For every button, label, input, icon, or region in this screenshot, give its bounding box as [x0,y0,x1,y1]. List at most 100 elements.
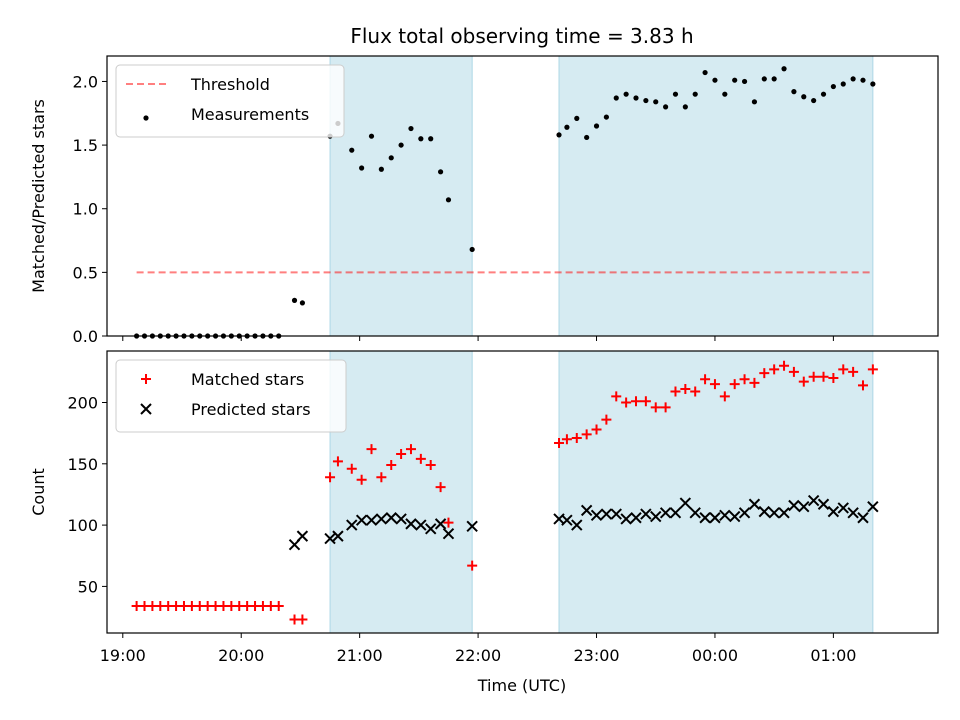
matched-star-point [435,482,446,493]
matched-star-point [376,472,387,483]
predicted-star-point [415,519,427,531]
matched-star-point [273,601,284,612]
predicted-star-point [867,501,879,513]
matched-star-point [650,402,661,413]
predicted-star-point [442,527,455,540]
x-tick-label: 22:00 [455,646,501,665]
measurement-point [378,166,384,172]
measurement-point [291,297,298,303]
y-tick-label: 2.0 [73,72,98,91]
measurement-point [613,95,619,101]
measurement-point [870,81,876,87]
predicted-star-point [600,508,613,520]
matched-star-point [779,360,790,371]
measurement-point [584,134,590,141]
matched-star-point [591,424,602,435]
measurement-point [830,83,836,90]
y-axis-title: Count [29,468,48,516]
predicted-star-point [857,512,869,524]
matched-star-point [828,372,839,383]
measurement-point [469,246,475,253]
predicted-star-point [768,507,780,519]
y-tick-label: 50 [78,577,98,596]
matched-star-point [581,429,592,440]
predicted-star-point [375,513,388,525]
legend-matched-swatch [141,374,151,384]
predicted-star-point [837,502,849,514]
measurement-point [751,99,758,105]
matched-star-point [739,374,750,385]
predicted-star-point [365,514,378,526]
figure-title: Flux total observing time = 3.83 h [350,24,693,48]
predicted-star-point [728,510,741,523]
matched-star-point [729,379,740,390]
y-tick-label: 0.5 [73,263,98,282]
matched-star-point [670,386,681,397]
predicted-star-point [748,498,761,510]
predicted-star-point [324,532,336,545]
predicted-star-point [847,507,859,519]
measurement-point [593,123,600,129]
measurement-point [349,147,355,153]
matched-star-point [857,380,868,391]
y-tick-label: 0.0 [73,327,98,346]
legend-label: Predicted stars [191,400,311,419]
matched-star-point [769,364,780,375]
measurement-point [781,66,787,72]
predicted-star-point [659,507,672,519]
y-tick-label: 1.5 [73,136,98,155]
axes-frame [106,350,939,634]
legend: Threshold Measurements [115,64,345,138]
predicted-star-point [650,510,662,523]
measurement-point [643,97,649,104]
measurement-point [712,77,718,83]
matched-star-point [571,433,582,444]
legend-label: Threshold [190,75,270,94]
y-tick-label: 100 [67,516,98,535]
matched-star-point [621,397,632,408]
predicted-star-point [332,530,344,542]
x-tick-label: 21:00 [337,646,383,665]
predicted-star-point [580,504,593,517]
matched-star-point [297,614,308,625]
measurement-point [663,104,669,110]
predicted-star-point [466,520,478,533]
legend: Matched stars Predicted stars [115,359,347,433]
measurement-point [359,165,365,171]
measurement-point [623,91,629,97]
measurement-point [761,76,767,82]
predicted-star-point [434,518,447,530]
matched-star-point [405,444,416,455]
measurement-point [811,97,817,104]
predicted-star-point [385,512,397,524]
predicted-star-point [571,519,583,531]
predicted-star-point [827,505,840,518]
matched-star-point [396,448,407,459]
predicted-star-point [355,514,368,526]
measurement-point [771,76,777,82]
matched-star-point [700,374,711,385]
predicted-star-point [630,512,642,524]
legend-box [115,64,345,138]
predicted-star-point [669,507,682,519]
measurement-point [408,125,414,132]
y-tick-label: 150 [67,455,98,474]
measurement-point [791,89,797,95]
predicted-star-point [719,509,731,522]
measurement-point [398,142,404,148]
predicted-star-point [758,505,771,518]
measurement-point [445,197,452,203]
matched-star-point [709,379,720,390]
predicted-star-point [405,518,417,530]
measurement-point [702,69,708,76]
predicted-star-point [679,497,692,509]
y-tick-label: 200 [67,393,98,412]
legend-predicted-swatch [140,403,152,415]
measurement-point [299,300,306,306]
measurement-point [801,94,807,100]
x-axis-title: Time (UTC) [477,676,566,695]
predicted-star-point [817,498,830,510]
measurement-point [840,81,846,87]
x-tick-label: 01:00 [810,646,856,665]
measurement-point [633,95,639,101]
